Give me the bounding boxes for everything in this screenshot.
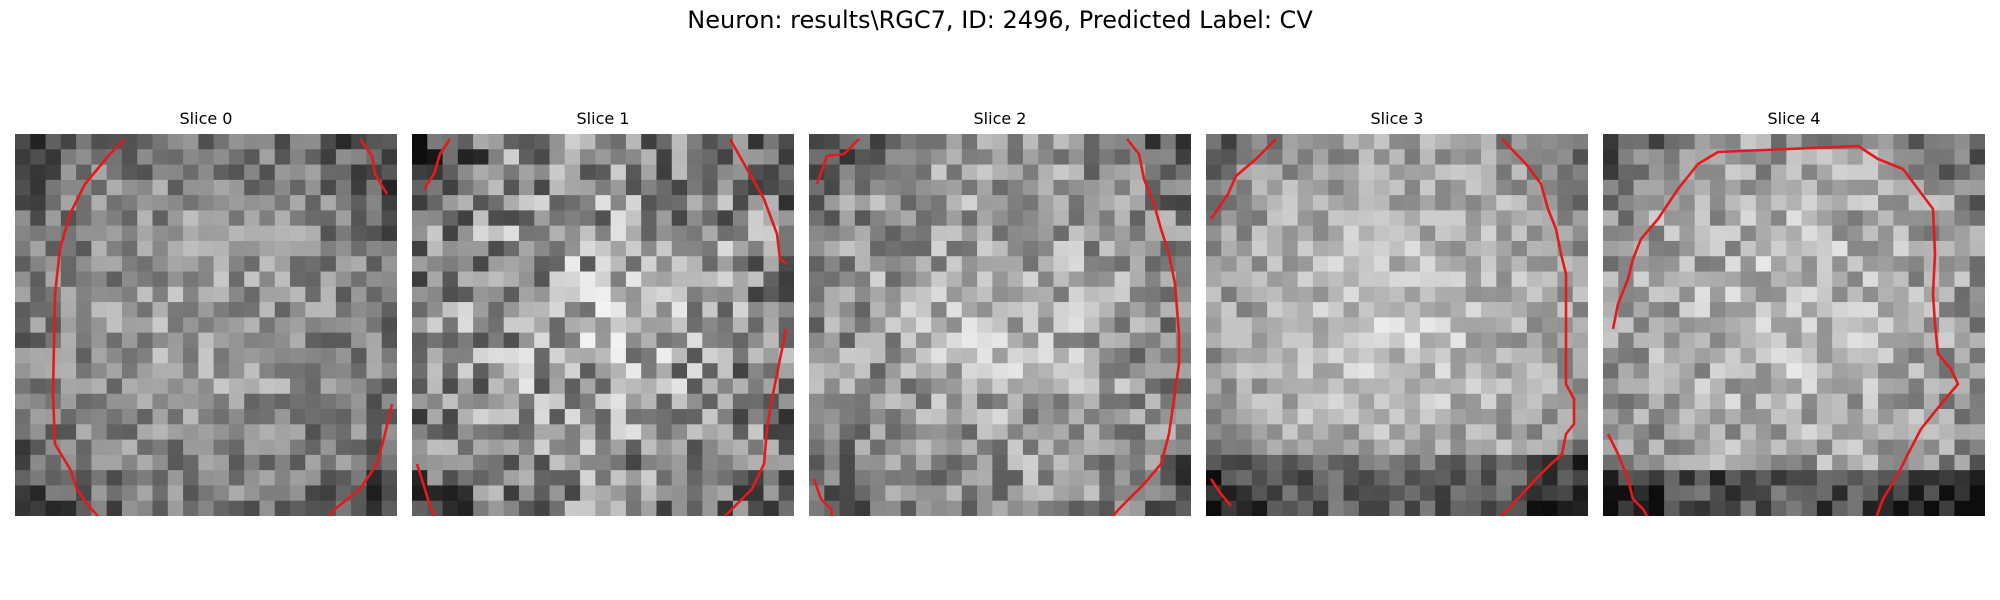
slice-svg-1: [412, 134, 794, 516]
slice-image-2: [809, 134, 1191, 516]
slice-title-1: Slice 1: [576, 109, 630, 128]
slice-title-4: Slice 4: [1767, 109, 1821, 128]
cell-contour-0: [51, 138, 394, 516]
slice-svg-3: [1206, 134, 1588, 516]
slice-image-4: [1603, 134, 1985, 516]
slice-title-0: Slice 0: [179, 109, 233, 128]
figure-title: Neuron: results\RGC7, ID: 2496, Predicte…: [687, 6, 1313, 34]
slice-svg-4: [1603, 134, 1985, 516]
slice-title-2: Slice 2: [973, 109, 1027, 128]
cell-contour-4: [1606, 144, 1960, 516]
slice-title-3: Slice 3: [1370, 109, 1424, 128]
cell-contour-1: [415, 138, 788, 516]
slice-image-3: [1206, 134, 1588, 516]
cell-contour-3: [1209, 138, 1576, 516]
slice-image-0: [15, 134, 397, 516]
cell-contour-2: [812, 138, 1181, 516]
slice-image-1: [412, 134, 794, 516]
slice-svg-0: [15, 134, 397, 516]
slice-svg-2: [809, 134, 1191, 516]
